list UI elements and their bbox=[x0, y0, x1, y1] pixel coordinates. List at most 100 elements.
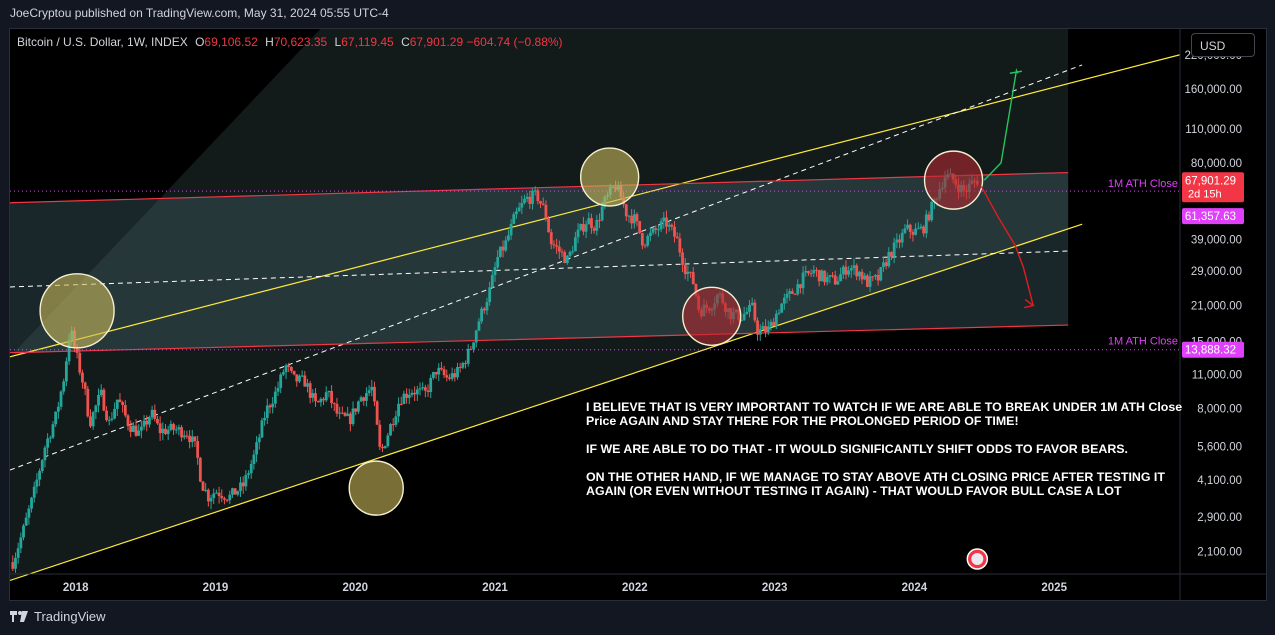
candle-body bbox=[118, 399, 122, 403]
candle-body bbox=[753, 302, 757, 321]
candle-body bbox=[161, 428, 165, 434]
candle-body bbox=[863, 275, 867, 280]
ath-close-upper-label: 1M ATH Close bbox=[1108, 178, 1178, 190]
candle-body bbox=[220, 496, 224, 499]
candle-body bbox=[279, 374, 283, 388]
candle-body bbox=[884, 262, 888, 267]
candle-body bbox=[839, 274, 842, 282]
candle-body bbox=[89, 416, 92, 427]
candle-body bbox=[673, 226, 676, 237]
candle-body bbox=[592, 228, 596, 231]
candle-body bbox=[565, 255, 569, 263]
candle-body bbox=[675, 236, 679, 239]
candle-body bbox=[774, 313, 778, 327]
candle-body bbox=[142, 420, 146, 427]
candle-body bbox=[303, 375, 307, 387]
candle-body bbox=[314, 393, 317, 402]
candle-body bbox=[472, 342, 475, 349]
candle-body bbox=[745, 311, 749, 314]
symbol-title[interactable]: Bitcoin / U.S. Dollar, 1W, INDEX bbox=[17, 35, 188, 49]
candle-body bbox=[640, 233, 644, 246]
candle-body bbox=[852, 265, 856, 269]
candle-body bbox=[150, 409, 154, 418]
candle-body bbox=[113, 408, 116, 419]
candle-body bbox=[324, 392, 328, 401]
candle-body bbox=[298, 375, 301, 382]
candle-body bbox=[691, 272, 695, 285]
candle-body bbox=[223, 498, 226, 500]
candle-body bbox=[584, 224, 588, 232]
candle-body bbox=[11, 562, 15, 569]
candle-body bbox=[78, 352, 82, 373]
candle-body bbox=[35, 479, 39, 487]
us-flag-event-icon-inner bbox=[971, 553, 984, 565]
candle-body bbox=[924, 214, 928, 234]
candle-body bbox=[742, 313, 746, 320]
current-price-tag: 67,901.29 bbox=[1185, 175, 1236, 187]
candle-body bbox=[587, 218, 591, 225]
currency-button[interactable]: USD bbox=[1191, 33, 1255, 57]
candle-body bbox=[689, 271, 692, 273]
candle-body bbox=[453, 373, 457, 378]
candle-body bbox=[327, 390, 331, 393]
candle-body bbox=[410, 392, 414, 395]
y-tick-label: 5,600.00 bbox=[1197, 442, 1242, 454]
candle-body bbox=[793, 293, 797, 295]
candle-body bbox=[27, 508, 31, 518]
candle-body bbox=[807, 271, 810, 274]
ath-lower-price-tag-bg bbox=[1182, 341, 1244, 358]
candle-body bbox=[761, 326, 765, 330]
candle-body bbox=[255, 442, 258, 455]
candle-body bbox=[394, 416, 398, 425]
candle-body bbox=[244, 474, 248, 487]
candle-body bbox=[515, 211, 518, 215]
footer-brand[interactable]: TradingView bbox=[10, 609, 106, 624]
candle-body bbox=[657, 229, 660, 231]
candle-body bbox=[131, 425, 135, 432]
candle-body bbox=[158, 423, 162, 434]
candle-body bbox=[670, 224, 674, 227]
candle-body bbox=[890, 251, 893, 257]
candle-body bbox=[102, 389, 106, 411]
bull-projection-path bbox=[983, 68, 1019, 181]
candle-body bbox=[812, 269, 816, 274]
highlight-circle-5 bbox=[923, 150, 984, 210]
candle-body bbox=[801, 272, 805, 289]
note-paragraph-3: ON THE OTHER HAND, IF WE MANAGE TO STAY … bbox=[586, 470, 1165, 498]
candle-body bbox=[758, 329, 762, 335]
candle-body bbox=[440, 367, 443, 370]
candle-body bbox=[911, 231, 915, 235]
candle-body bbox=[370, 386, 374, 391]
candle-body bbox=[180, 427, 183, 438]
candle-body bbox=[64, 361, 68, 382]
candle-body bbox=[876, 275, 880, 281]
candle-body bbox=[316, 401, 320, 403]
candle-body bbox=[386, 435, 390, 447]
open-label: O bbox=[195, 35, 205, 49]
candle-body bbox=[643, 245, 647, 247]
candle-body bbox=[782, 297, 786, 304]
candle-body bbox=[292, 370, 296, 375]
candle-body bbox=[14, 557, 17, 569]
candle-body bbox=[799, 284, 802, 289]
candle-body bbox=[287, 365, 291, 367]
x-tick-label: 2022 bbox=[622, 582, 648, 594]
y-tick-label: 2,900.00 bbox=[1197, 512, 1242, 524]
dashed-mid-line bbox=[10, 64, 1083, 471]
candle-body bbox=[62, 381, 66, 392]
y-tick-label: 80,000.00 bbox=[1191, 158, 1242, 170]
candle-body bbox=[568, 252, 572, 256]
candle-body bbox=[30, 497, 33, 509]
price-chart[interactable]: 2,100.00 2,900.00 4,100.00 5,600.00 8,000.00… bbox=[10, 29, 1266, 600]
candle-body bbox=[188, 435, 192, 443]
x-tick-label: 2019 bbox=[203, 582, 229, 594]
chart-frame[interactable]: 2,100.00 2,900.00 4,100.00 5,600.00 8,000.00… bbox=[9, 28, 1267, 601]
candle-body bbox=[40, 460, 44, 471]
candle-body bbox=[359, 397, 363, 402]
candle-body bbox=[659, 221, 663, 230]
candle-body bbox=[196, 441, 200, 458]
candle-body bbox=[198, 457, 202, 482]
candle-body bbox=[646, 236, 650, 246]
candle-body bbox=[437, 367, 441, 375]
candle-body bbox=[16, 548, 20, 558]
